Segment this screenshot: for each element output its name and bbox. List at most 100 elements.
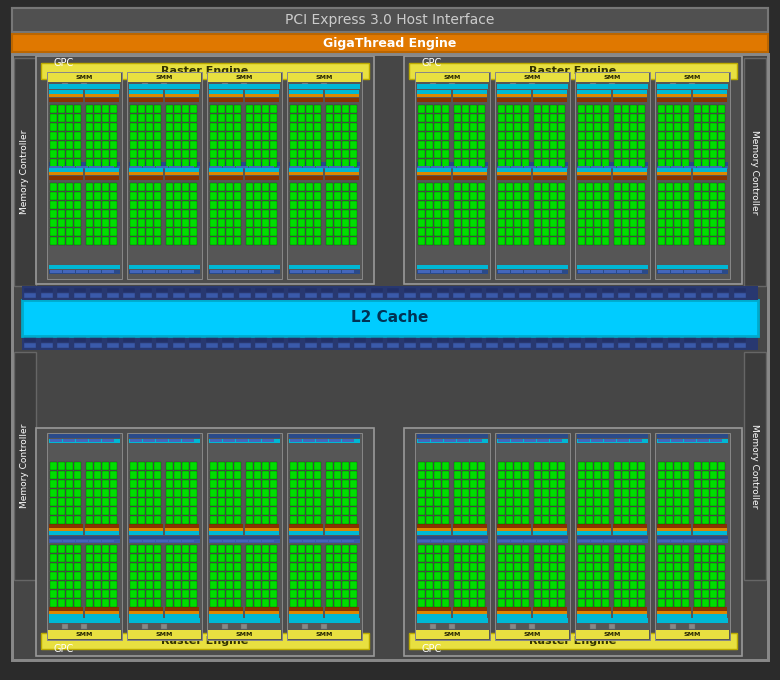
Bar (486, 288, 498, 292)
Bar (586, 150, 593, 158)
Bar (165, 172, 199, 175)
Bar (470, 516, 477, 524)
Bar (591, 166, 603, 168)
Bar (454, 210, 461, 218)
Bar (577, 168, 611, 172)
Bar (454, 237, 461, 245)
Bar (418, 554, 425, 562)
Bar (426, 132, 433, 140)
Bar (710, 462, 717, 470)
Bar (174, 545, 181, 553)
Bar (110, 489, 117, 497)
Bar (498, 270, 510, 273)
Bar (138, 462, 145, 470)
Bar (666, 150, 673, 158)
Bar (693, 611, 727, 614)
Bar (618, 293, 630, 298)
Bar (166, 554, 173, 562)
Bar (298, 572, 305, 580)
Bar (249, 540, 261, 542)
Bar (426, 581, 433, 589)
Bar (254, 498, 261, 506)
Bar (630, 471, 637, 479)
Bar (326, 480, 333, 488)
Bar (577, 176, 611, 178)
Bar (190, 462, 197, 470)
Bar (58, 489, 65, 497)
Bar (453, 90, 487, 94)
Bar (226, 192, 233, 200)
Bar (718, 590, 725, 598)
Bar (226, 159, 233, 167)
Bar (246, 132, 253, 140)
Bar (638, 507, 645, 515)
Bar (602, 237, 609, 245)
Bar (578, 105, 585, 113)
Bar (326, 150, 333, 158)
Bar (245, 528, 279, 531)
Bar (658, 150, 665, 158)
Bar (478, 192, 485, 200)
Bar (536, 293, 548, 298)
Bar (656, 630, 729, 639)
Bar (74, 219, 81, 227)
Bar (426, 192, 433, 200)
Bar (89, 540, 101, 542)
Bar (49, 526, 83, 528)
Bar (218, 545, 225, 553)
Bar (76, 166, 88, 168)
Bar (682, 554, 689, 562)
Bar (558, 123, 565, 131)
Bar (417, 614, 451, 618)
Bar (255, 288, 267, 292)
Bar (418, 210, 425, 218)
Bar (66, 228, 73, 236)
Bar (86, 498, 93, 506)
Bar (254, 219, 261, 227)
Bar (290, 462, 297, 470)
Bar (262, 132, 269, 140)
Bar (74, 507, 81, 515)
Text: SMM: SMM (684, 75, 701, 80)
Bar (638, 471, 645, 479)
Bar (622, 599, 629, 607)
Bar (234, 480, 241, 488)
Bar (519, 288, 531, 292)
Bar (226, 219, 233, 227)
Bar (245, 168, 279, 172)
Bar (602, 545, 609, 553)
Bar (462, 590, 469, 598)
Bar (130, 183, 137, 191)
Bar (210, 150, 217, 158)
Bar (254, 105, 261, 113)
Bar (417, 168, 451, 172)
Bar (49, 168, 83, 172)
Bar (558, 150, 565, 158)
Bar (85, 528, 119, 531)
Bar (50, 563, 57, 571)
Bar (638, 228, 645, 236)
Bar (270, 480, 277, 488)
Bar (442, 581, 449, 589)
Bar (671, 540, 683, 542)
Bar (182, 516, 189, 524)
Bar (102, 498, 109, 506)
Bar (208, 630, 281, 639)
Bar (666, 201, 673, 209)
Bar (245, 531, 279, 535)
Bar (169, 166, 181, 168)
Bar (110, 219, 117, 227)
Bar (710, 498, 717, 506)
Bar (314, 123, 321, 131)
Bar (298, 219, 305, 227)
Bar (270, 219, 277, 227)
Bar (478, 507, 485, 515)
Bar (594, 554, 601, 562)
Bar (138, 114, 145, 122)
Bar (657, 536, 728, 539)
Bar (534, 462, 541, 470)
Bar (129, 94, 163, 97)
Bar (470, 489, 477, 497)
Bar (417, 609, 451, 611)
Bar (671, 166, 683, 168)
